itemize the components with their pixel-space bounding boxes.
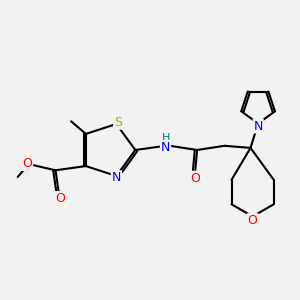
Text: N: N <box>254 119 263 133</box>
Text: O: O <box>22 157 32 170</box>
Text: O: O <box>55 192 65 205</box>
Text: O: O <box>248 214 258 227</box>
Text: N: N <box>112 171 121 184</box>
Text: H: H <box>161 133 170 143</box>
Text: S: S <box>114 116 122 129</box>
Text: O: O <box>190 172 200 185</box>
Text: N: N <box>161 141 170 154</box>
